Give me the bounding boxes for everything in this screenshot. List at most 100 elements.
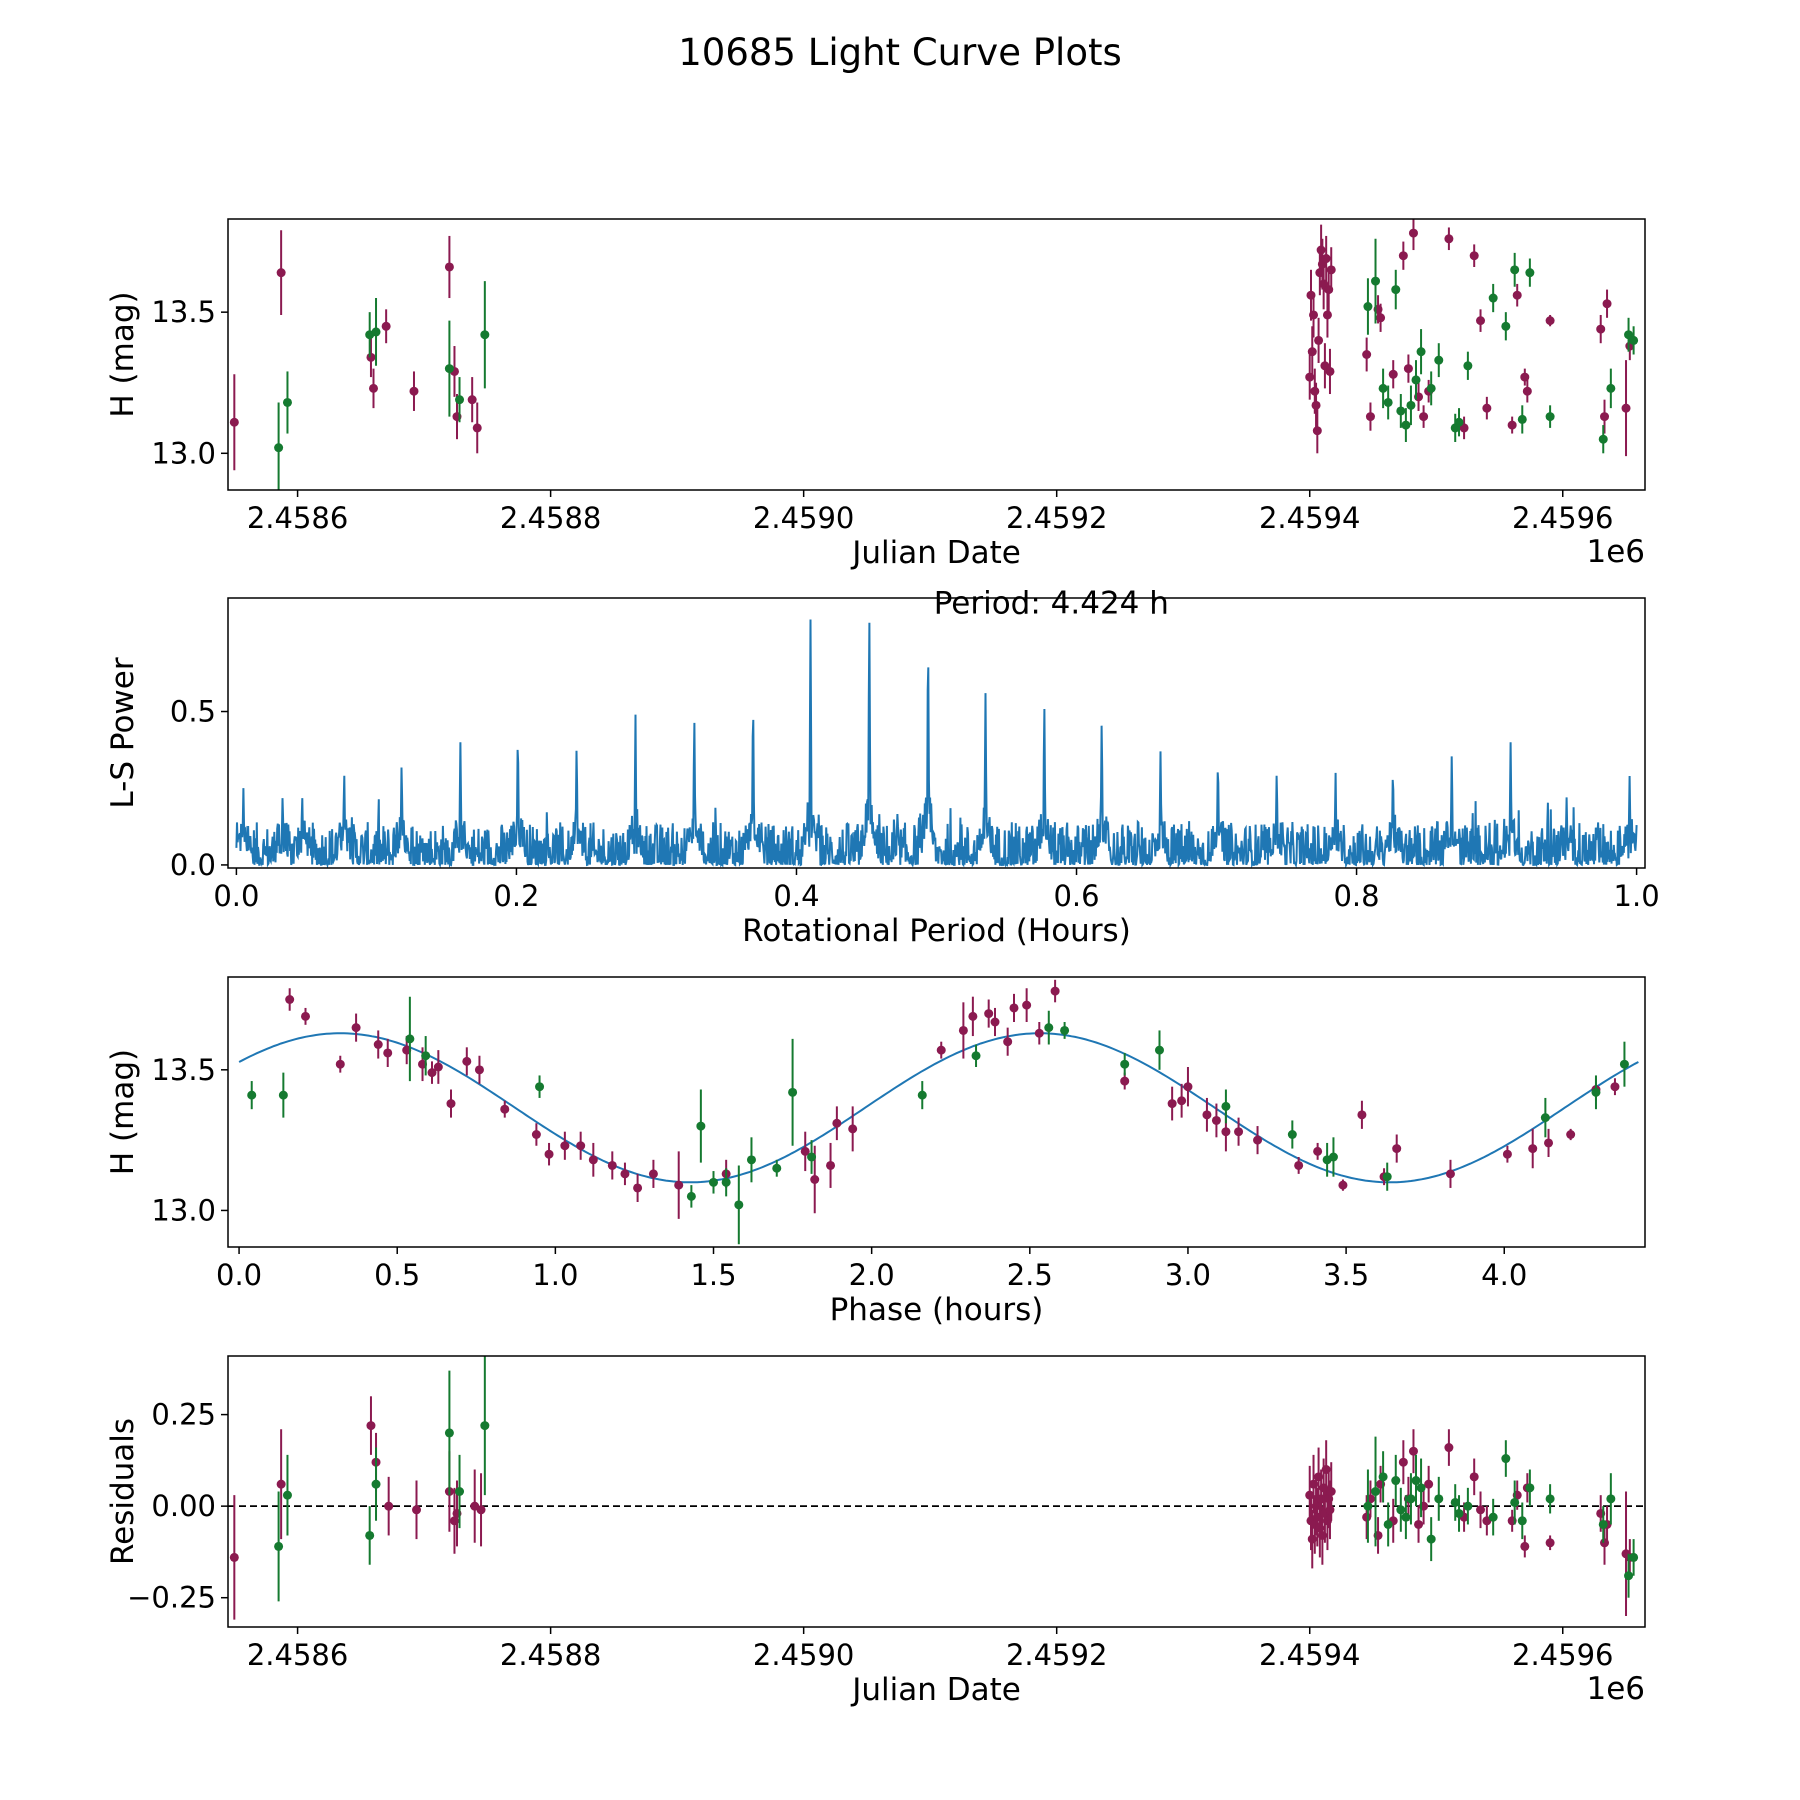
data-point xyxy=(1424,1479,1434,1489)
data-point xyxy=(1044,1023,1054,1033)
panels: 2.4586 2.4588 2.4590 2.4592 2.4594 2.4596 13.0… xyxy=(105,218,1660,1708)
x-axis-label: Julian Date xyxy=(850,1672,1021,1708)
data-point xyxy=(229,1552,239,1562)
data-point xyxy=(1167,1099,1177,1109)
data-point xyxy=(1476,1505,1486,1515)
model-fit-line xyxy=(238,1032,1639,1184)
data-point xyxy=(1406,1494,1416,1504)
data-point xyxy=(1357,1110,1367,1120)
data-point xyxy=(384,1501,394,1511)
data-point xyxy=(1321,254,1331,264)
data-point xyxy=(1545,1494,1555,1504)
data-point xyxy=(1363,302,1373,312)
data-point xyxy=(832,1118,842,1128)
data-point xyxy=(368,383,378,393)
x-tick-label: 0.0 xyxy=(213,879,259,913)
data-point xyxy=(1544,1138,1554,1148)
y-tick-label: 0.25 xyxy=(151,1398,216,1432)
data-point xyxy=(1120,1076,1130,1086)
data-point xyxy=(686,1191,696,1201)
x-tick-label: 0.8 xyxy=(1333,879,1379,913)
data-point xyxy=(1326,1487,1336,1496)
data-point xyxy=(1476,316,1486,326)
data-point xyxy=(1398,1457,1408,1467)
data-point xyxy=(1313,1146,1323,1156)
data-point xyxy=(696,1121,706,1131)
data-point xyxy=(800,1146,810,1156)
panel-light-curve: 2.4586 2.4588 2.4590 2.4592 2.4594 2.4596 13.0… xyxy=(105,218,1646,571)
data-point xyxy=(1050,986,1060,996)
data-point xyxy=(462,1056,472,1066)
data-point xyxy=(535,1082,545,1092)
data-point xyxy=(282,1490,292,1500)
x-tick-label: 0.2 xyxy=(493,879,539,913)
data-point xyxy=(588,1155,598,1165)
data-point xyxy=(1408,228,1418,238)
x-tick-label: 0.4 xyxy=(773,879,819,913)
x-offset-text: 1e6 xyxy=(1586,1671,1645,1707)
data-point xyxy=(282,397,292,407)
data-point xyxy=(826,1160,836,1170)
data-point xyxy=(1365,412,1375,422)
data-point xyxy=(1371,1487,1381,1496)
data-point xyxy=(1510,1497,1520,1507)
data-point xyxy=(1060,1025,1070,1035)
data-point xyxy=(351,1023,361,1033)
data-point xyxy=(936,1045,946,1055)
data-point xyxy=(1488,293,1498,303)
x-tick-label: 2.0 xyxy=(849,1258,895,1292)
data-point xyxy=(1598,1519,1608,1529)
data-point xyxy=(648,1169,658,1179)
data-point xyxy=(1211,1115,1221,1125)
x-tick-label: 2.4590 xyxy=(753,1638,854,1672)
data-point xyxy=(1325,1505,1335,1515)
data-point xyxy=(1383,397,1393,407)
x-tick-label: 1.0 xyxy=(1614,879,1660,913)
data-point xyxy=(1629,335,1639,345)
data-point xyxy=(1376,313,1386,323)
data-point xyxy=(1566,1130,1576,1139)
x-axis-label: Julian Date xyxy=(850,535,1021,571)
data-point xyxy=(1009,1003,1019,1013)
data-point xyxy=(335,1059,345,1069)
data-point xyxy=(848,1124,858,1134)
data-point xyxy=(544,1149,554,1159)
data-point xyxy=(412,1505,422,1515)
data-point xyxy=(709,1177,719,1187)
data-point xyxy=(1621,403,1631,413)
figure-title: 10685 Light Curve Plots xyxy=(678,31,1122,74)
x-axis-label: Rotational Period (Hours) xyxy=(742,913,1131,949)
data-point xyxy=(1287,1130,1297,1139)
data-point xyxy=(409,386,419,396)
data-point xyxy=(300,1011,310,1021)
data-layer xyxy=(238,979,1639,1245)
data-point xyxy=(278,1090,288,1100)
data-point xyxy=(1426,383,1436,393)
data-point xyxy=(1525,1483,1535,1493)
data-point xyxy=(1414,1519,1424,1529)
data-point xyxy=(734,1200,744,1210)
data-point xyxy=(467,395,477,405)
data-point xyxy=(455,1487,465,1496)
data-point xyxy=(1520,372,1530,382)
x-tick-label: 4.0 xyxy=(1481,1258,1527,1292)
data-point xyxy=(1520,1541,1530,1551)
data-point xyxy=(1154,1045,1164,1055)
data-point xyxy=(446,1099,456,1109)
data-point xyxy=(1177,1096,1187,1106)
data-point xyxy=(788,1087,798,1097)
data-point xyxy=(405,1034,415,1044)
plot-frame xyxy=(227,597,1646,869)
data-point xyxy=(1362,350,1372,359)
series-green xyxy=(274,1356,1639,1602)
data-point xyxy=(1325,366,1335,376)
data-point xyxy=(1606,383,1616,393)
plot-frame xyxy=(227,218,1646,491)
x-tick-label: 2.4592 xyxy=(1006,1638,1107,1672)
data-point xyxy=(433,1062,443,1072)
data-point xyxy=(807,1152,817,1162)
data-point xyxy=(1328,1152,1338,1162)
data-layer xyxy=(235,619,1638,868)
x-tick-label: 2.4588 xyxy=(500,1638,601,1672)
